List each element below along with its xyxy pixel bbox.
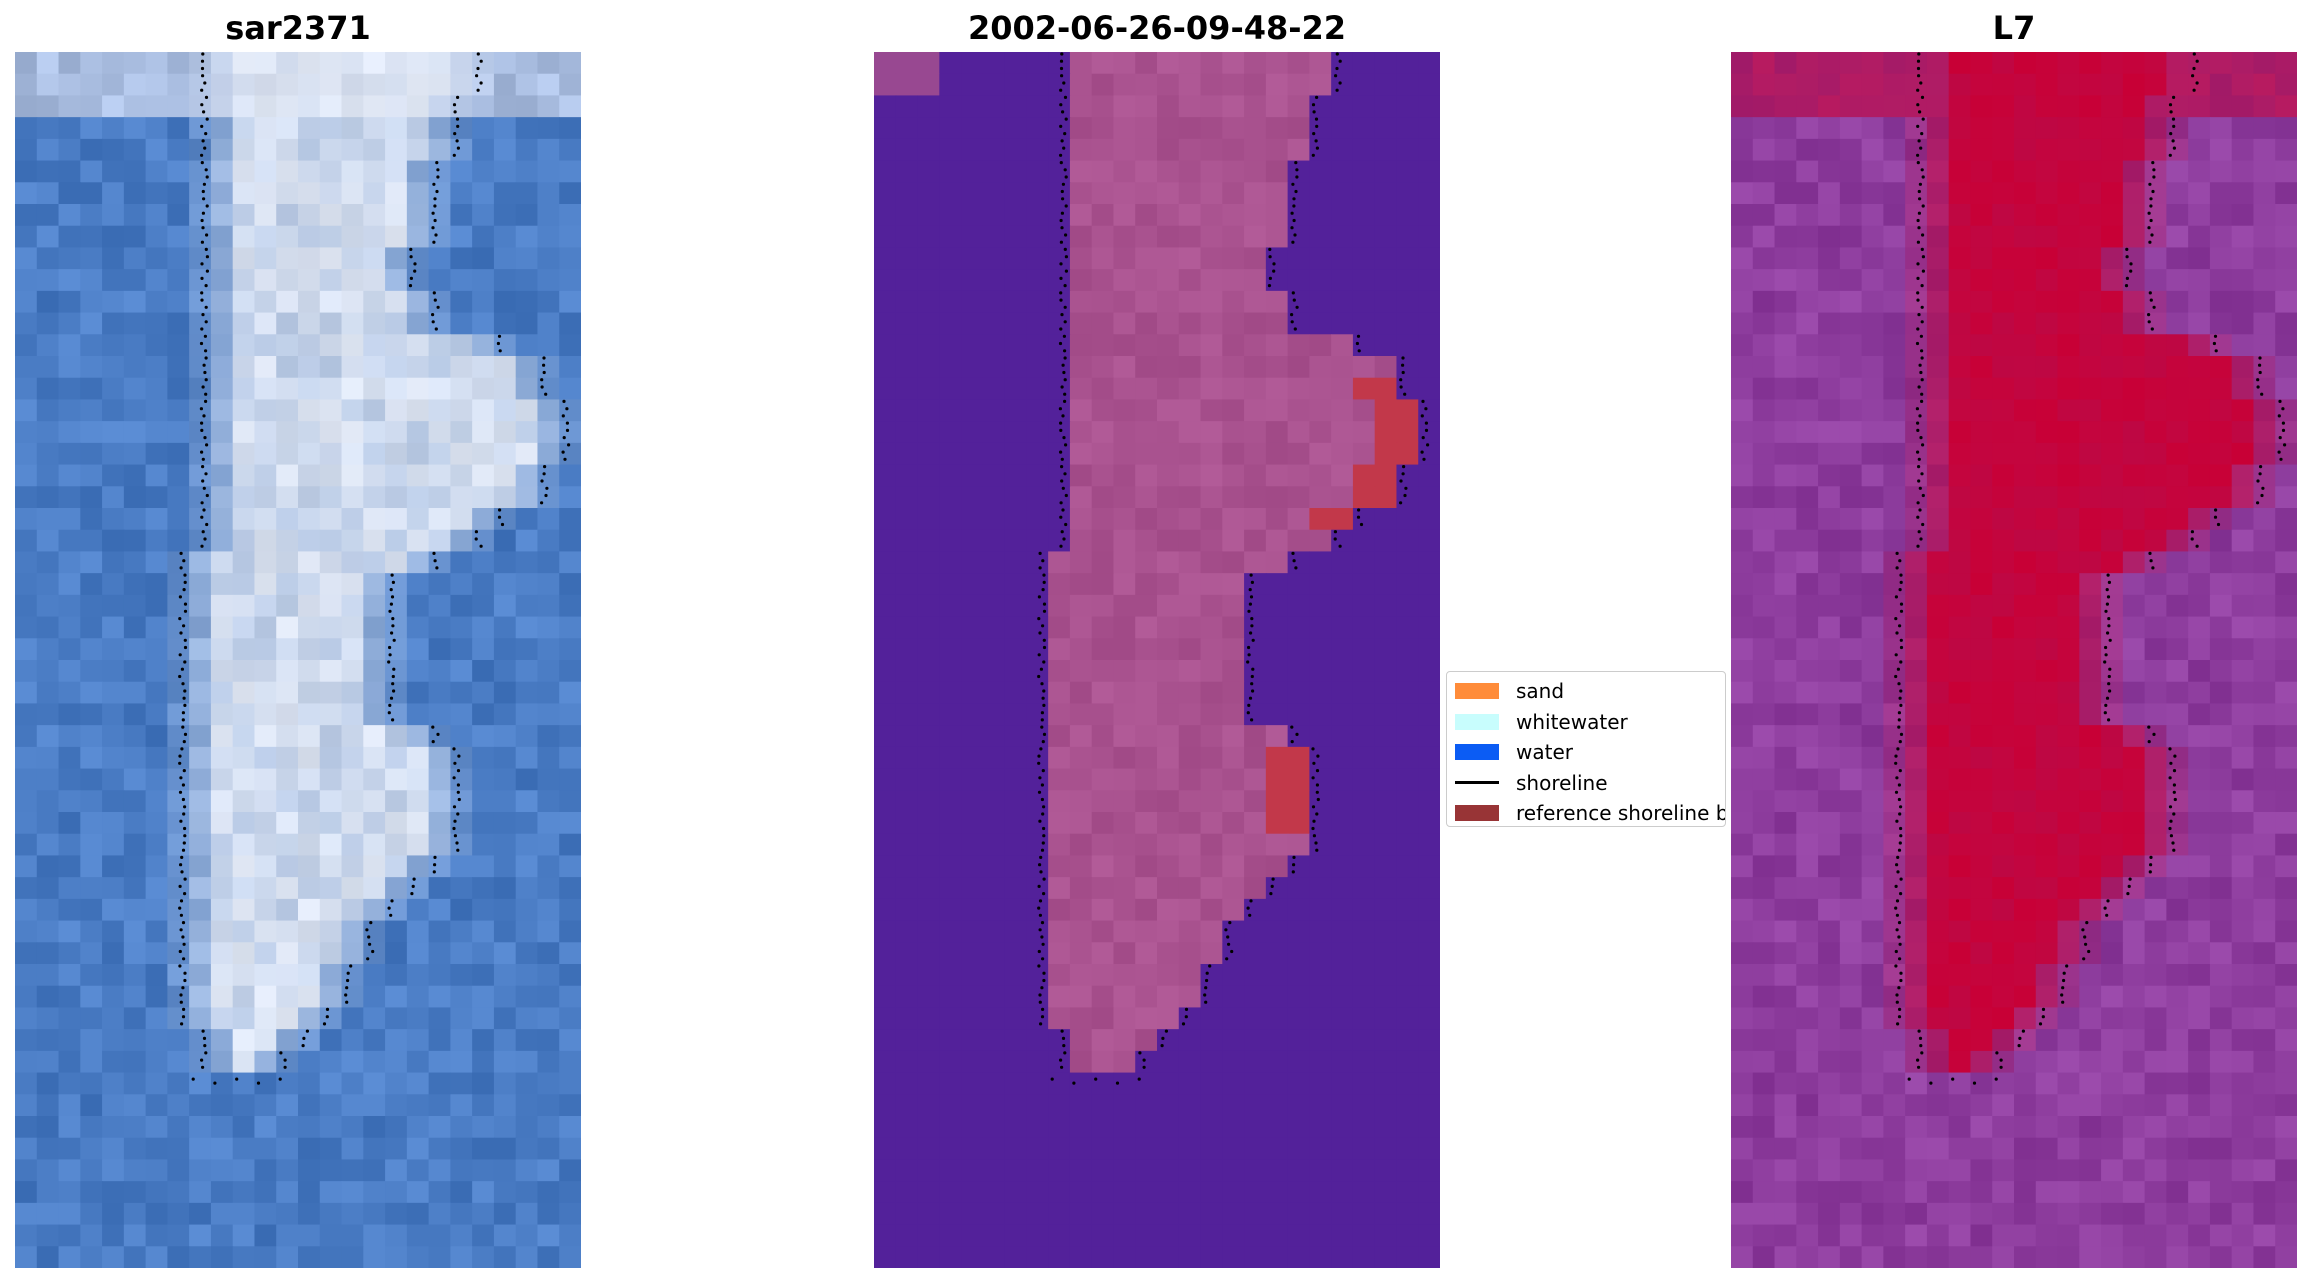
legend-label-whitewater: whitewater xyxy=(1516,709,1628,734)
panel-title-index: L7 xyxy=(1992,9,2036,47)
index-image-panel xyxy=(1731,52,2297,1268)
shoreline-dots xyxy=(1894,52,2287,1085)
pixel-grid xyxy=(874,52,1440,1268)
sand-swatch xyxy=(1455,683,1499,700)
reference-buffer-swatch xyxy=(1455,805,1499,822)
water-swatch xyxy=(1455,744,1499,761)
pixel-grid xyxy=(1731,52,2297,1268)
legend-label-shoreline: shoreline xyxy=(1516,770,1608,795)
legend-label-water: water xyxy=(1516,740,1573,765)
legend-item-reference-buffer: reference shoreline buffer xyxy=(1455,798,1725,826)
legend-item-sand: sand xyxy=(1455,676,1725,707)
legend-item-shoreline: shoreline xyxy=(1455,768,1725,799)
rgb-image-panel xyxy=(15,52,581,1268)
legend-label-sand: sand xyxy=(1516,679,1565,704)
panel-title-rgb: sar2371 xyxy=(225,9,371,47)
legend: sand whitewater water shoreline referenc… xyxy=(1446,671,1726,827)
legend-label-reference-buffer: reference shoreline buffer xyxy=(1516,801,1725,826)
legend-item-water: water xyxy=(1455,737,1725,768)
panel-title-classified: 2002-06-26-09-48-22 xyxy=(967,9,1347,47)
legend-item-whitewater: whitewater xyxy=(1455,707,1725,738)
rgb-image xyxy=(15,52,581,1268)
shoreline-line-icon xyxy=(1455,781,1499,785)
shoreline-dots xyxy=(1037,52,1430,1085)
classified-image xyxy=(874,52,1440,1268)
index-image xyxy=(1731,52,2297,1268)
classified-image-panel xyxy=(874,52,1440,1268)
shoreline-dots xyxy=(178,52,571,1085)
whitewater-swatch xyxy=(1455,713,1499,730)
pixel-grid xyxy=(15,52,581,1268)
